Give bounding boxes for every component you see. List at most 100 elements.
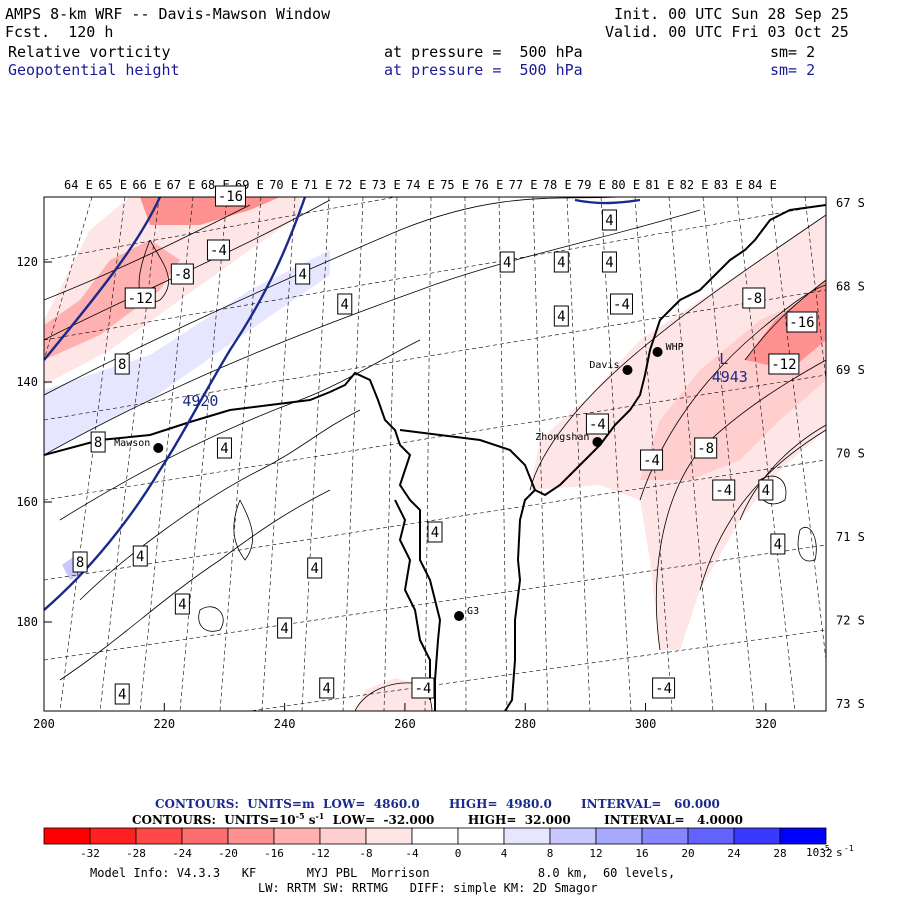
station-label: Mawson bbox=[114, 438, 150, 449]
lon-label: 81 E bbox=[645, 178, 674, 192]
height-contour-top bbox=[574, 198, 641, 205]
colorbar-value: -24 bbox=[172, 847, 192, 860]
vorticity-label-text: -4 bbox=[655, 681, 672, 697]
colorbar-box bbox=[365, 827, 413, 845]
height-contour-nw bbox=[44, 197, 162, 361]
x-tick-label: 280 bbox=[514, 717, 536, 731]
x-tick-label: 200 bbox=[33, 717, 55, 731]
colorbar-box bbox=[43, 827, 91, 845]
lon-label: 77 E bbox=[509, 178, 538, 192]
colorbar-box bbox=[595, 827, 643, 845]
vorticity-label-text: -4 bbox=[643, 453, 660, 469]
colorbar-unit-exp: -5 bbox=[820, 844, 830, 853]
vorticity-label-text: -12 bbox=[771, 357, 796, 373]
vorticity-label: 4 bbox=[553, 251, 569, 273]
station-dot bbox=[592, 437, 603, 447]
vorticity-label: -4 bbox=[411, 677, 435, 699]
vorticity-label-box bbox=[216, 437, 232, 459]
vorticity-label: -12 bbox=[124, 287, 156, 309]
vorticity-label-box bbox=[90, 431, 106, 453]
y-axis-ticks: 120 140 160 180 bbox=[16, 255, 52, 629]
vorticity-label-box bbox=[499, 251, 515, 273]
lat-label: 73 S bbox=[836, 697, 865, 711]
height-label: L bbox=[719, 350, 728, 368]
colorbar-value: -12 bbox=[310, 847, 330, 860]
vorticity-label-text: 4 bbox=[310, 561, 318, 577]
lon-label: 79 E bbox=[577, 178, 606, 192]
contour-info-exp2: -1 bbox=[315, 811, 325, 821]
vorticity-label-text: 4 bbox=[178, 597, 186, 613]
field2-level: at pressure = 500 hPa bbox=[384, 61, 583, 79]
station-dot bbox=[622, 365, 633, 375]
vorticity-label-box bbox=[170, 263, 194, 285]
vorticity-label: 4 bbox=[553, 305, 569, 327]
y-tick-label: 160 bbox=[16, 495, 38, 509]
vorticity-label: 4 bbox=[758, 479, 774, 501]
y-tick-label: 140 bbox=[16, 375, 38, 389]
lon-label: 70 E bbox=[269, 178, 298, 192]
lon-label: 83 E bbox=[714, 178, 743, 192]
lon-label: 75 E bbox=[440, 178, 469, 192]
lon-label: 65 E bbox=[98, 178, 127, 192]
y-tick-label: 120 bbox=[16, 255, 38, 269]
vorticity-label: 4 bbox=[770, 533, 786, 555]
vorticity-label-box bbox=[712, 479, 736, 501]
lon-label: 76 E bbox=[474, 178, 503, 192]
vorticity-label-text: -8 bbox=[745, 291, 762, 307]
height-contours bbox=[44, 197, 641, 611]
vorticity-label-text: 4 bbox=[557, 255, 565, 271]
lon-label: 72 E bbox=[338, 178, 367, 192]
station-dot bbox=[153, 443, 164, 453]
colorbar-value: 8 bbox=[547, 847, 554, 860]
vorticity-label: -4 bbox=[609, 293, 633, 315]
vorticity-label: -4 bbox=[640, 449, 664, 471]
lon-label: 73 E bbox=[372, 178, 401, 192]
colorbar-box bbox=[227, 827, 275, 845]
model-info-line2: LW: RRTM SW: RRTMG DIFF: simple KM: 2D S… bbox=[258, 881, 598, 895]
vorticity-label-box bbox=[319, 677, 335, 699]
lat-label: 72 S bbox=[836, 614, 865, 628]
vorticity-label-text: 4 bbox=[118, 687, 126, 703]
field1-smooth: sm= 2 bbox=[770, 43, 816, 61]
height-label: 4920 bbox=[182, 392, 218, 410]
negative-vorticity-nw-core bbox=[44, 240, 180, 360]
vorticity-label-box bbox=[427, 521, 443, 543]
colorbar-labels: -32 -28 -24 -20 -16 -12 -8 -4 0 4 8 12 16 20 24 28 32 bbox=[80, 847, 833, 860]
vorticity-label: 4 bbox=[307, 557, 323, 579]
colorbar-box bbox=[687, 827, 735, 845]
vorticity-label-box bbox=[337, 293, 353, 315]
vorticity-label-text: 8 bbox=[118, 357, 126, 373]
vorticity-label-text: -4 bbox=[589, 417, 606, 433]
vorticity-label-box bbox=[174, 593, 190, 615]
lon-label: 66 E bbox=[132, 178, 161, 192]
x-tick-label: 320 bbox=[755, 717, 777, 731]
vorticity-label-text: 4 bbox=[298, 267, 306, 283]
colorbar-box bbox=[135, 827, 183, 845]
plot-title: AMPS 8-km WRF -- Davis-Mawson Window bbox=[5, 5, 331, 23]
colorbar-box bbox=[641, 827, 689, 845]
field1-level: at pressure = 500 hPa bbox=[384, 43, 583, 61]
vorticity-label-text: 4 bbox=[605, 213, 613, 229]
vorticity-label-text: 8 bbox=[94, 435, 102, 451]
vorticity-label: 4 bbox=[114, 683, 130, 705]
right-latitude-labels: 67 S 68 S 69 S 70 S 71 S 72 S 73 S bbox=[836, 196, 865, 711]
vorticity-label: -4 bbox=[712, 479, 736, 501]
vorticity-label-box bbox=[585, 413, 609, 435]
top-longitude-labels: 64 E 65 E 66 E 67 E 68 E 69 E 70 E 71 E 72 E 73 E… bbox=[64, 178, 777, 192]
vorticity-label-text: 4 bbox=[341, 297, 349, 313]
vorticity-label-text: 4 bbox=[557, 309, 565, 325]
vorticity-label-box bbox=[553, 251, 569, 273]
negative-vorticity-east-core bbox=[745, 280, 826, 370]
vorticity-label-text: -16 bbox=[789, 315, 814, 331]
vorticity-label-text: -16 bbox=[218, 189, 243, 205]
valid-time: Valid. 00 UTC Fri 03 Oct 25 bbox=[605, 23, 849, 41]
vorticity-label-text: -4 bbox=[210, 243, 227, 259]
vorticity-label-box bbox=[206, 239, 230, 261]
height-label: 4943 bbox=[712, 368, 748, 386]
contour-info-range: LOW= -32.000 HIGH= 32.000 INTERVAL= 4.00… bbox=[324, 813, 743, 827]
vorticity-label: 4 bbox=[216, 437, 232, 459]
vorticity-label: -8 bbox=[694, 437, 718, 459]
x-tick-label: 240 bbox=[274, 717, 296, 731]
x-tick-label: 220 bbox=[153, 717, 175, 731]
